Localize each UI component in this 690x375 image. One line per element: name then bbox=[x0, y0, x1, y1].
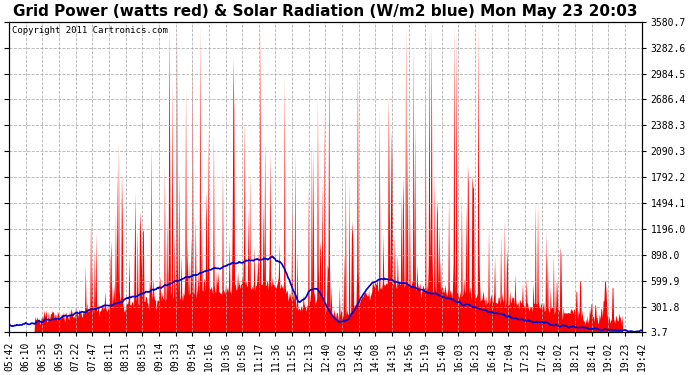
Text: Copyright 2011 Cartronics.com: Copyright 2011 Cartronics.com bbox=[12, 26, 168, 35]
Title: Grid Power (watts red) & Solar Radiation (W/m2 blue) Mon May 23 20:03: Grid Power (watts red) & Solar Radiation… bbox=[13, 4, 638, 19]
